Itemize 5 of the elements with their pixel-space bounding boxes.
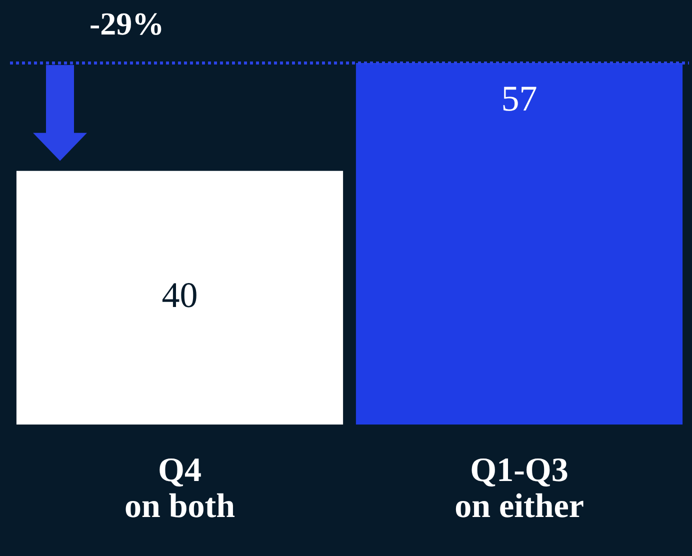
x-tick-label: Q4 on both [124, 452, 236, 525]
data-label: 57 [501, 78, 538, 118]
text: -29% [89, 5, 164, 42]
data-label: 40 [162, 275, 198, 316]
x-tick-label: Q1-Q3 on either [454, 452, 584, 525]
